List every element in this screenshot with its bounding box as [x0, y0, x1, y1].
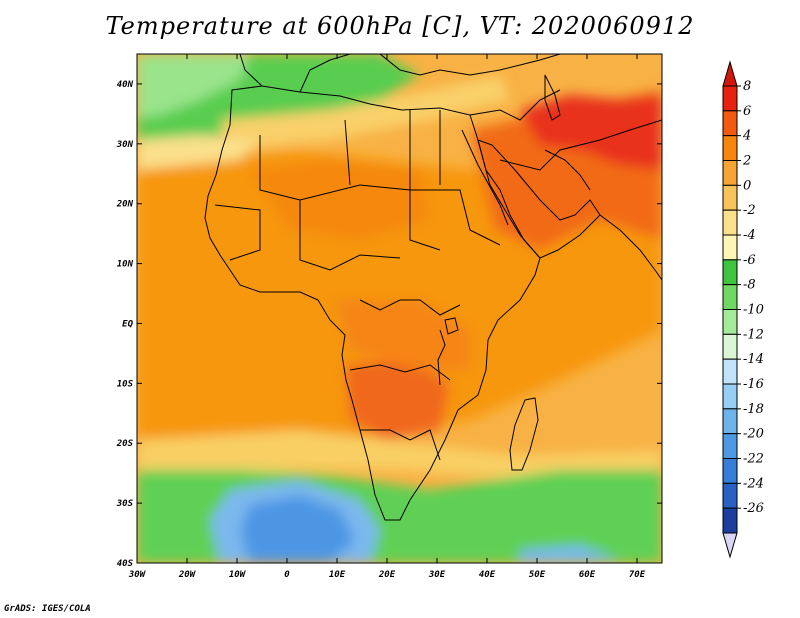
india-coastline	[599, 214, 662, 281]
colorbar-label: -22	[743, 452, 764, 467]
x-tick-label: 0	[284, 570, 290, 580]
colorbar-segment	[722, 234, 738, 261]
border-5	[359, 299, 461, 316]
y-tick-label: 10N	[117, 260, 134, 270]
colorbar-segment	[722, 458, 738, 484]
field-congo-warm	[335, 300, 470, 370]
colorbar-segment	[722, 507, 738, 534]
colorbar-label: -20	[743, 427, 764, 442]
field-north-lightgreen	[137, 54, 250, 118]
x-axis-ticks: 30W 20W 10W 0 10E 20E 30E 40E 50E 60E 70E	[128, 54, 646, 580]
colorbar-label: -2	[743, 203, 756, 218]
border-1	[259, 135, 441, 251]
border-6	[349, 364, 451, 381]
colorbar-segment	[722, 135, 738, 162]
colorbar-top-arrow	[722, 60, 738, 87]
colorbar-label: -10	[743, 303, 764, 318]
border-8	[214, 204, 261, 261]
colorbar-label: 4	[742, 129, 751, 144]
x-tick-label: 30W	[128, 570, 147, 580]
colorbar-label: 6	[743, 104, 751, 119]
caspian-sea	[544, 74, 561, 121]
y-axis-ticks: 40S 30S 20S 10S EQ 10N 20N 30N 40N	[116, 80, 662, 569]
field-south-africa-warm	[345, 360, 450, 440]
field-northwest-yellow	[137, 135, 260, 170]
colorbar-segment	[722, 110, 738, 137]
x-tick-label: 70E	[629, 570, 646, 580]
border-2	[299, 200, 401, 271]
border-4	[344, 110, 441, 190]
y-tick-label: 10S	[117, 379, 134, 389]
colorbar-segment	[722, 333, 738, 360]
y-tick-label: EQ	[122, 319, 133, 329]
field-south-colder	[240, 495, 355, 563]
y-tick-label: 40S	[117, 559, 134, 569]
madagascar-coastline	[509, 397, 539, 471]
africa-coastline	[204, 85, 541, 521]
colorbar-segment	[722, 383, 738, 410]
colorbar-label: -18	[743, 402, 764, 417]
colorbar-segment	[722, 184, 738, 211]
colorbar-segment	[722, 284, 738, 310]
y-tick-label: 20S	[116, 439, 134, 449]
europe-coastline	[239, 54, 561, 93]
colorbar-label: -14	[743, 352, 764, 367]
field-north-yellow	[220, 75, 510, 150]
colorbar-label: -4	[743, 228, 756, 243]
x-tick-label: 20W	[178, 570, 197, 580]
colorbar-segment	[722, 408, 738, 435]
colorbar-segment	[722, 259, 738, 286]
colorbar-segment	[722, 309, 738, 335]
colorbar-segment	[722, 209, 738, 236]
y-tick-label: 40N	[117, 80, 134, 90]
colorbar-label: -6	[743, 253, 756, 268]
border-7	[360, 429, 441, 461]
x-tick-label: 10E	[329, 570, 346, 580]
field-iran-hot	[520, 95, 662, 170]
coastlines	[204, 54, 662, 521]
x-tick-label: 30E	[428, 570, 446, 580]
map-frame	[136, 53, 663, 564]
y-tick-label: 20N	[116, 200, 134, 210]
footer-credit: GrADS: IGES/COLA	[4, 604, 91, 614]
x-tick-label: 10W	[229, 570, 247, 580]
border-3	[410, 189, 501, 246]
x-tick-label: 60E	[579, 570, 596, 580]
x-tick-label: 40E	[479, 570, 496, 580]
colorbar-label: 2	[742, 154, 751, 169]
colorbar-segment	[722, 358, 738, 385]
colorbar-bottom-arrow	[722, 532, 738, 559]
colorbar-segment	[722, 433, 738, 459]
x-tick-label: 50E	[529, 570, 546, 580]
colorbar-label: -12	[743, 327, 764, 342]
colorbar-label: -26	[743, 501, 764, 516]
map-title: Temperature at 600hPa [C], VT: 202006091…	[105, 12, 695, 40]
colorbar-segment	[722, 85, 738, 112]
colorbar-label: 8	[743, 79, 751, 94]
border-9	[499, 119, 662, 171]
x-tick-label: 20E	[378, 570, 396, 580]
field-southeast-cold	[520, 545, 620, 563]
colorbar-label: -8	[743, 278, 756, 293]
border-10	[469, 89, 561, 121]
y-tick-label: 30S	[116, 499, 134, 509]
temperature-field	[137, 54, 662, 563]
lake-victoria	[444, 317, 459, 335]
colorbar: 8 6 4 2 0 -2 -4 -6 -8 -10 -12 -14 -16 -18 -20 -22 -24 -26	[722, 60, 764, 559]
colorbar-label: 0	[743, 178, 751, 193]
colorbar-segment	[722, 482, 738, 509]
red-sea	[461, 129, 509, 226]
field-sahara-warm	[250, 160, 430, 240]
great-lakes	[437, 329, 446, 386]
colorbar-segment	[722, 160, 738, 186]
y-tick-label: 30N	[116, 140, 134, 150]
colorbar-label: -16	[743, 377, 764, 392]
colorbar-label: -24	[743, 476, 764, 491]
